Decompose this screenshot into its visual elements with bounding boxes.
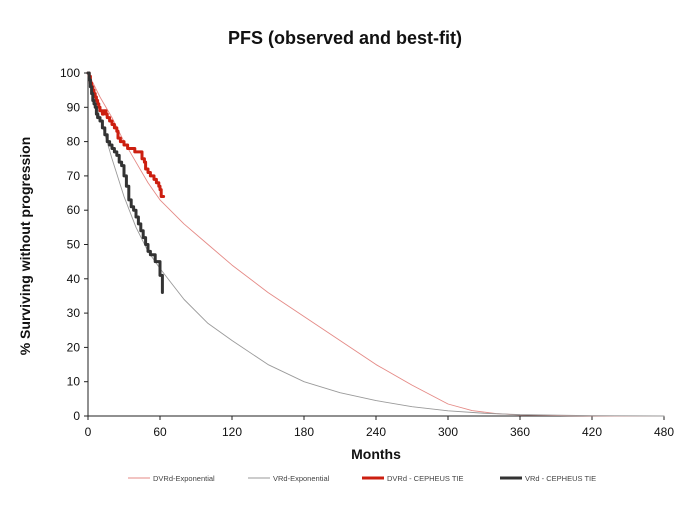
x-tick-label: 360: [510, 425, 530, 439]
y-tick-label: 40: [67, 272, 81, 286]
plot-axes: 0 10 20 30 40 50 60 70 80 90 100 0 60 120 180 240 300 360…: [60, 66, 674, 439]
x-tick-label: 180: [294, 425, 314, 439]
y-tick-label: 90: [67, 100, 81, 114]
legend-label-dvrd-cepheus-tie: DVRd - CEPHEUS TIE: [387, 474, 464, 483]
chart-title: PFS (observed and best-fit): [228, 28, 462, 48]
y-tick-label: 20: [67, 340, 81, 354]
y-tick-label: 100: [60, 66, 80, 80]
series-line-vrd-cepheus-tie: [86, 71, 164, 295]
x-tick-label: 420: [582, 425, 602, 439]
y-tick-label: 60: [67, 203, 81, 217]
y-tick-label: 50: [67, 238, 81, 252]
legend-label-vrd-exponential: VRd-Exponential: [273, 474, 330, 483]
x-tick-label: 0: [85, 425, 92, 439]
legend-label-vrd-cepheus-tie: VRd - CEPHEUS TIE: [525, 474, 596, 483]
x-axis-title: Months: [351, 446, 401, 462]
x-tick-label: 60: [153, 425, 167, 439]
x-tick-label: 120: [222, 425, 242, 439]
x-tick-label: 480: [654, 425, 674, 439]
y-tick-label: 0: [73, 409, 80, 423]
series-layer: [86, 71, 665, 417]
series-line-dvrd-exponential: [87, 72, 665, 417]
y-axis-title: % Surviving without progression: [17, 137, 33, 356]
y-tick-label: 10: [67, 375, 81, 389]
legend-label-dvrd-exponential: DVRd-Exponential: [153, 474, 215, 483]
series-line-dvrd-cepheus-tie: [86, 71, 166, 198]
y-tick-label: 30: [67, 306, 81, 320]
legend: DVRd-Exponential VRd-Exponential DVRd - CE…: [128, 474, 596, 483]
x-tick-label: 300: [438, 425, 458, 439]
y-tick-label: 80: [67, 135, 81, 149]
x-tick-label: 240: [366, 425, 386, 439]
series-line-vrd-exponential: [87, 72, 665, 417]
y-tick-label: 70: [67, 169, 81, 183]
